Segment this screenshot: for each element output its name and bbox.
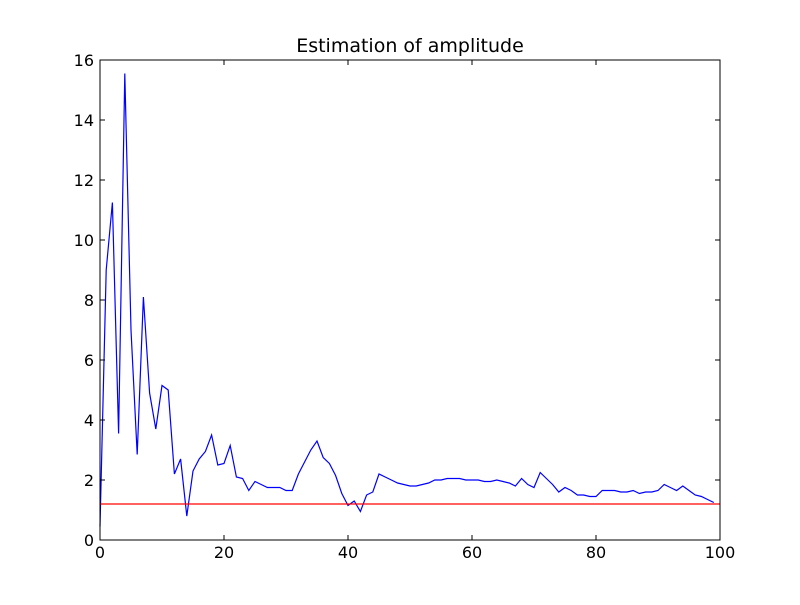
x-tick-label: 0 (95, 543, 105, 562)
plot-frame (99, 59, 721, 541)
y-tick-label: 0 (84, 531, 94, 550)
y-tick-label: 6 (84, 351, 94, 370)
x-tick-label: 20 (214, 543, 234, 562)
series-layer (99, 73, 720, 527)
plot-area (100, 60, 720, 540)
y-tick-label: 14 (74, 111, 94, 130)
y-tick-label: 16 (74, 51, 94, 70)
y-tick-label: 8 (84, 291, 94, 310)
x-tick-label: 40 (338, 543, 358, 562)
x-tick-label: 80 (586, 543, 606, 562)
y-tick-label: 12 (74, 171, 94, 190)
x-tick-label: 60 (462, 543, 482, 562)
tick-layer: 0 20 40 60 80 100 0 2 4 6 8 10 12 14 16 (74, 51, 736, 562)
chart-title: Estimation of amplitude (296, 35, 524, 57)
y-tick-label: 4 (84, 411, 94, 430)
y-tick-label: 2 (84, 471, 94, 490)
x-tick-label: 100 (705, 543, 736, 562)
y-tick-label: 10 (74, 231, 94, 250)
series-line-0 (99, 73, 715, 527)
